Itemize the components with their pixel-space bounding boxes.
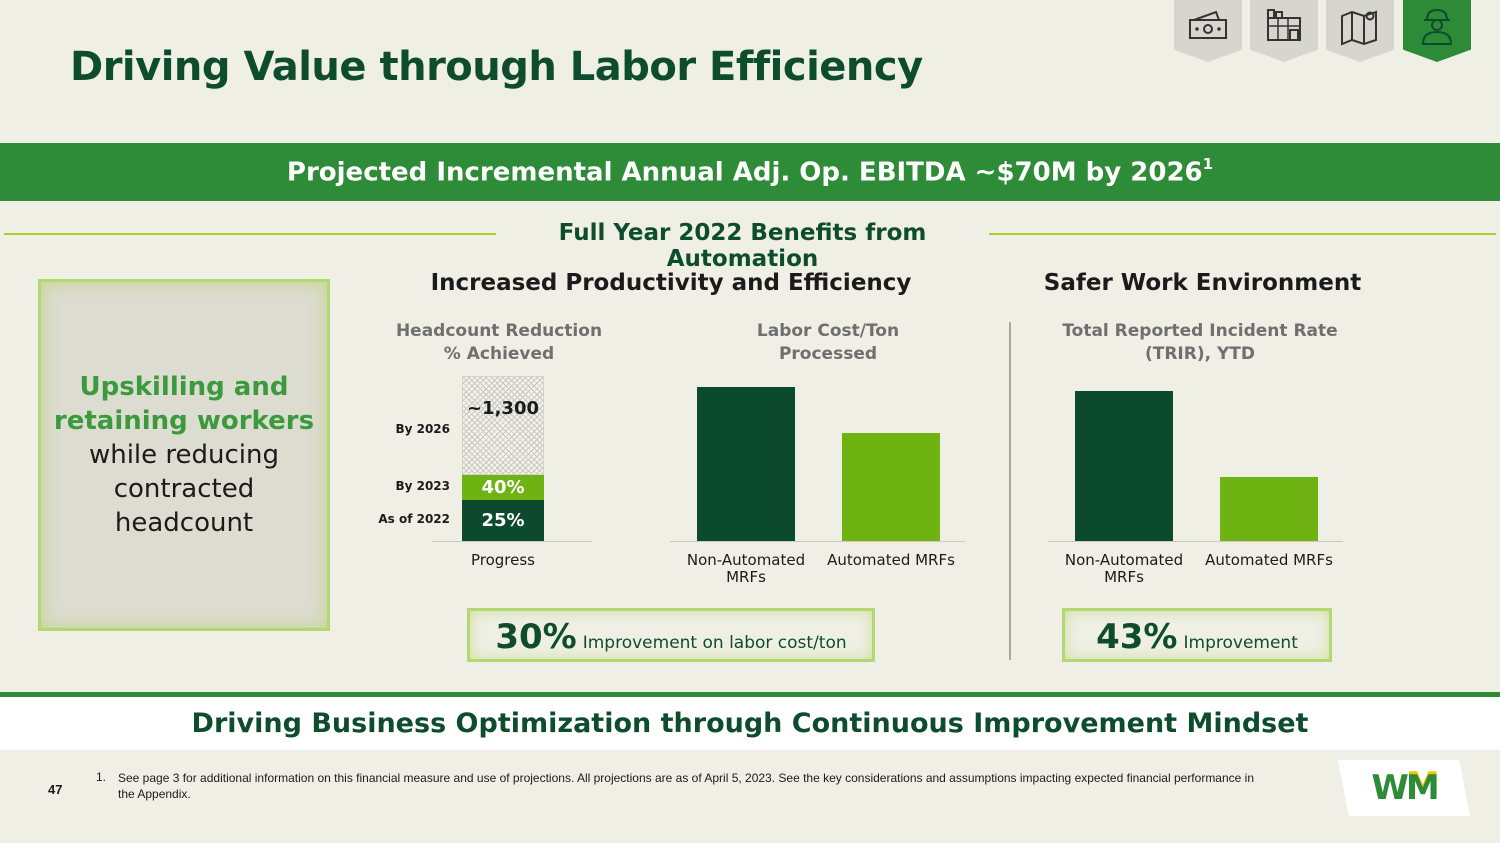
- xlabel-non-automated: Non-Automated MRFs: [686, 551, 806, 586]
- ylabel-by-2026: By 2026: [395, 422, 450, 436]
- section-header: Full Year 2022 Benefits from Automation: [558, 220, 927, 272]
- map-icon: [1341, 10, 1377, 46]
- label-as-of-2022-value: 25%: [481, 509, 525, 531]
- upskilling-callout: Upskilling and retaining workers while r…: [38, 279, 330, 631]
- xlabel-progress: Progress: [470, 551, 535, 569]
- headcount-baseline: [432, 541, 592, 542]
- footnote-ref: 1: [1202, 154, 1214, 173]
- labor-result-pct: 30%: [495, 617, 577, 657]
- map-icon-tab[interactable]: [1326, 0, 1394, 62]
- safety-title: Safer Work Environment: [1043, 270, 1362, 296]
- divider-left: [4, 233, 496, 235]
- labor-result-desc: Improvement on labor cost/ton: [582, 633, 847, 653]
- bar-trir-automated: [1220, 476, 1318, 541]
- bottom-banner: Driving Business Optimization through Co…: [0, 697, 1500, 750]
- footnote-number: 1.: [96, 770, 107, 784]
- headcount-chart-label: Headcount Reduction % Achieved: [395, 321, 603, 364]
- labor-result-box: 30% Improvement on labor cost/ton: [467, 608, 875, 662]
- building-icon: [1267, 9, 1301, 41]
- ebitda-banner: Projected Incremental Annual Adj. Op. EB…: [0, 143, 1500, 201]
- label-by-2026-value: ~1,300: [466, 397, 540, 419]
- ylabel-by-2023: By 2023: [395, 479, 450, 494]
- safety-result-desc: Improvement: [1183, 633, 1298, 653]
- productivity-title: Increased Productivity and Efficiency: [430, 270, 912, 296]
- divider-right: [989, 233, 1496, 235]
- callout-highlight-2: retaining workers: [53, 406, 315, 436]
- page-number: 47: [48, 782, 63, 797]
- xlabel-automated: Automated MRFs: [827, 551, 955, 569]
- xlabel-trir-non-automated: Non-Automated MRFs: [1064, 551, 1184, 586]
- callout-line-4: contracted: [113, 474, 255, 504]
- footnote-text: See page 3 for additional information on…: [118, 771, 1255, 801]
- labor-chart-label: Labor Cost/Ton Processed: [756, 321, 900, 364]
- label-by-2023-value: 40%: [481, 476, 525, 498]
- labor-baseline: [670, 541, 965, 542]
- bar-by-2023: [462, 475, 544, 500]
- bar-trir-non-automated: [1075, 391, 1173, 541]
- bar-automated: [842, 433, 940, 541]
- headcount-chart: 25% 40% ~1,300 As of 2022 By 2023 By 202…: [378, 376, 595, 586]
- worker-icon-tab[interactable]: [1403, 0, 1471, 62]
- trir-baseline: [1048, 541, 1343, 542]
- bottom-accent-line: [0, 692, 1500, 697]
- building-icon-tab[interactable]: [1250, 0, 1318, 62]
- trir-chart: Non-Automated MRFs Automated MRFs: [1048, 376, 1348, 591]
- bottom-banner-text: Driving Business Optimization through Co…: [191, 708, 1309, 739]
- trir-chart-label: Total Reported Incident Rate (TRIR), YTD: [1062, 321, 1338, 364]
- bar-as-of-2022: [462, 499, 544, 541]
- xlabel-trir-automated: Automated MRFs: [1205, 551, 1333, 569]
- money-icon: [1189, 10, 1227, 39]
- callout-line-3: while reducing: [88, 440, 280, 470]
- money-icon-tab[interactable]: [1174, 0, 1242, 62]
- banner-text: Projected Incremental Annual Adj. Op. EB…: [286, 154, 1214, 188]
- callout-line-5: headcount: [114, 508, 254, 538]
- page-title: Driving Value through Labor Efficiency: [70, 44, 923, 90]
- callout-highlight-1: Upskilling and: [79, 372, 289, 402]
- ylabel-as-of-2022: As of 2022: [378, 512, 450, 527]
- wm-logo: WM: [1338, 760, 1470, 816]
- worker-icon: [1421, 8, 1453, 45]
- section-divider: [1009, 322, 1011, 660]
- safety-result-box: 43% Improvement: [1062, 608, 1332, 662]
- safety-result-pct: 43%: [1096, 617, 1178, 657]
- bar-by-2026: [462, 376, 544, 475]
- logo-text: WM: [1371, 768, 1439, 808]
- labor-cost-chart: Non-Automated MRFs Automated MRFs: [670, 376, 970, 591]
- bar-non-automated: [697, 387, 795, 541]
